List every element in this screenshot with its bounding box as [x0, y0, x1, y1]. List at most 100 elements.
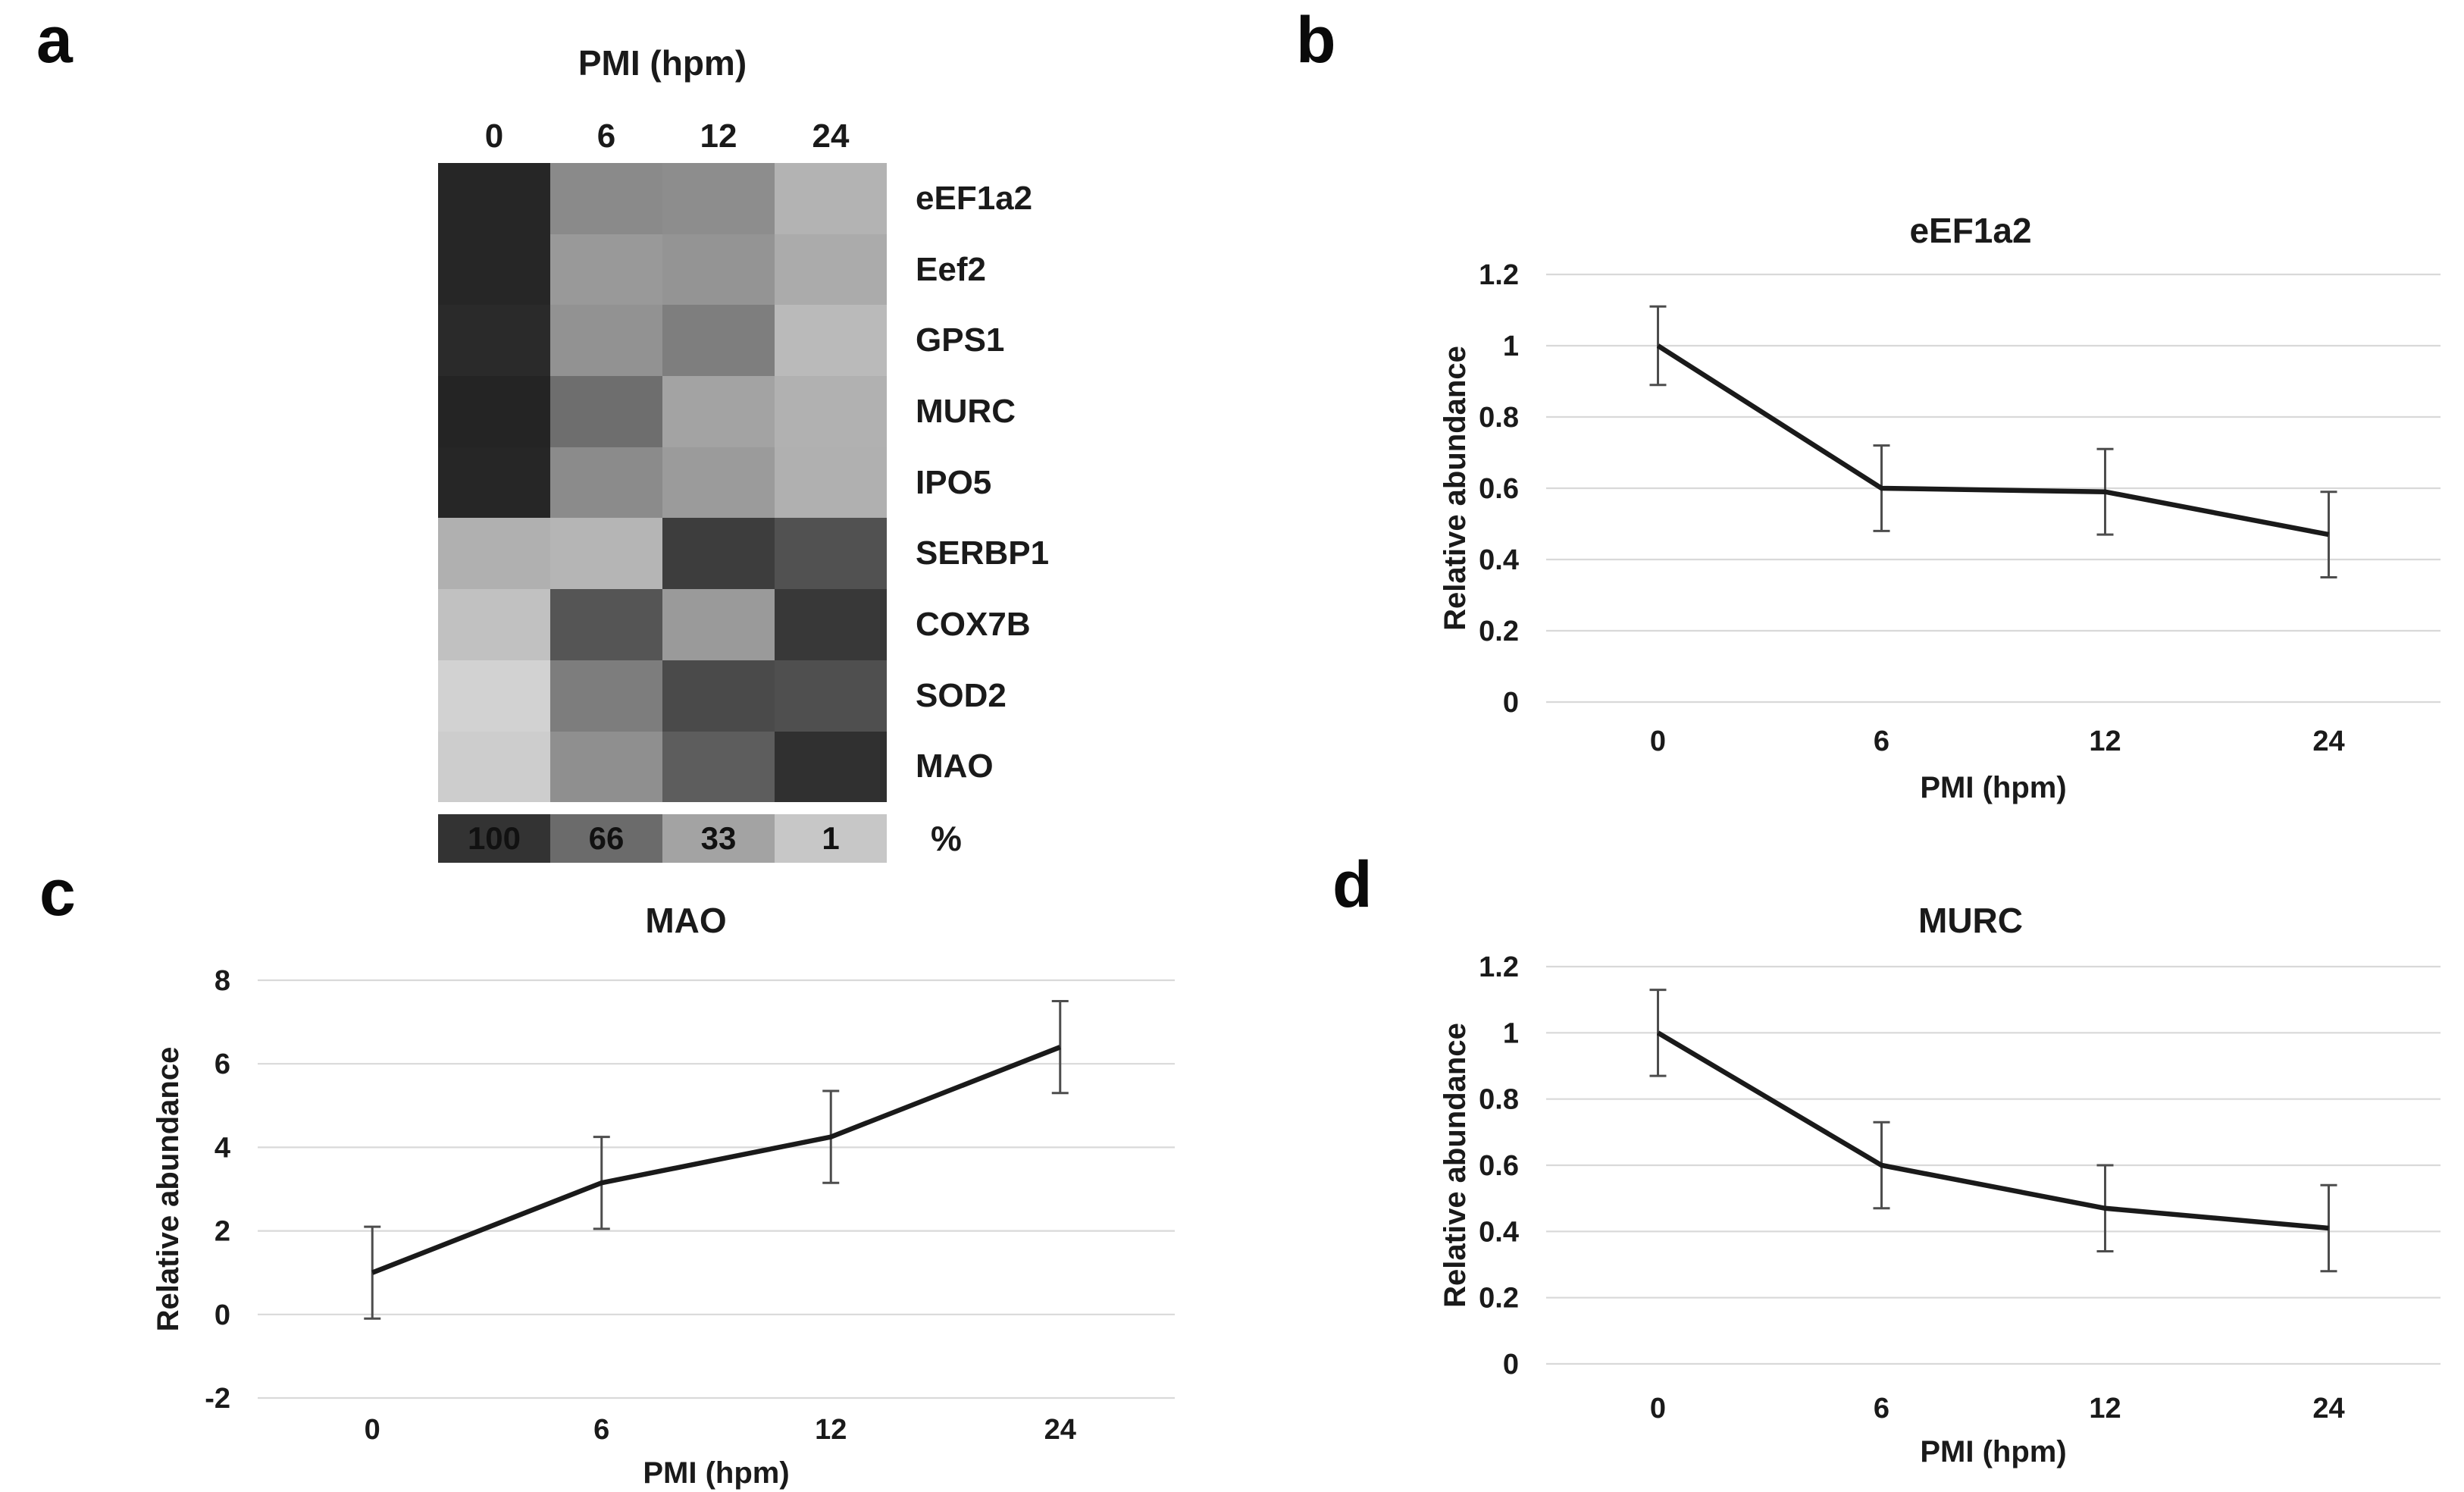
- heatmap-row-label: MAO: [916, 748, 994, 785]
- heatmap-cell: [550, 518, 662, 590]
- heatmap-cell: [550, 660, 662, 732]
- panel-c-label: c: [39, 857, 76, 929]
- y-tick-label: 0: [214, 1299, 230, 1331]
- heatmap-cell: [438, 660, 550, 732]
- heatmap-cell: [438, 163, 550, 234]
- heatmap-scale-cell: 100: [438, 814, 550, 864]
- series-line: [371, 1045, 1061, 1275]
- x-tick-label: 24: [2312, 1393, 2344, 1425]
- heatmap-row: eEF1a2: [438, 163, 1049, 234]
- heatmap-cell: [550, 234, 662, 306]
- chart-title: MURC: [1918, 901, 2023, 940]
- heatmap-row: SERBP1: [438, 518, 1050, 590]
- heatmap-cell: [550, 731, 662, 803]
- heatmap-cell: [438, 234, 550, 306]
- heatmap-cell: [775, 376, 887, 447]
- x-tick-label: 0: [1650, 726, 1666, 757]
- heatmap-cell: [550, 305, 662, 377]
- heatmap-cell: [662, 518, 775, 590]
- heatmap-cell: [438, 731, 550, 803]
- heatmap-column-headers: 0 6 12 24: [438, 84, 887, 163]
- x-tick-label: 12: [2089, 1393, 2121, 1425]
- heatmap-row-label: SERBP1: [916, 534, 1050, 572]
- y-tick-label: 0: [1503, 1349, 1519, 1381]
- y-tick-label: 0.6: [1479, 1150, 1519, 1182]
- panel-b: b 0 0.2 0.4 0.6 0.8 1 1.2 Relative abundance 0 6 1…: [1288, 0, 2464, 819]
- chart-title: eEF1a2: [1909, 211, 2031, 250]
- murc-line-chart: 0 0.2 0.4 0.6 0.8 1 1.2 Relative abundance 0 6 12 2…: [1439, 901, 2441, 1468]
- y-tick-label: 4: [214, 1132, 230, 1164]
- x-axis-label: PMI (hpm): [1920, 1435, 2066, 1468]
- heatmap-cell: [438, 447, 550, 519]
- panel-a-label: a: [36, 4, 73, 77]
- heatmap-cell: [438, 589, 550, 660]
- x-tick-label: 6: [1874, 1393, 1889, 1425]
- y-axis-label: Relative abundance: [1439, 346, 1472, 631]
- heatmap-scale-bar: 100 66 33 1%: [438, 814, 1049, 864]
- y-tick-label: 1: [1503, 331, 1519, 362]
- heatmap-cell: [662, 305, 775, 377]
- y-axis-label: Relative abundance: [152, 1047, 185, 1332]
- y-tick-label: -2: [205, 1383, 230, 1415]
- y-tick-label: 0.4: [1479, 1216, 1519, 1248]
- y-tick-label: 0.2: [1479, 1283, 1519, 1315]
- heatmap-row-label: SOD2: [916, 676, 1007, 714]
- x-tick-label: 6: [1874, 726, 1889, 757]
- panel-a: a PMI (hpm) 0 6 12 24 eEF1a2 Eef2 GPS1 MURC IPO…: [0, 0, 1288, 868]
- x-tick-label: 0: [365, 1414, 380, 1446]
- x-axis-label: PMI (hpm): [1920, 771, 2066, 804]
- heatmap-cell: [550, 589, 662, 660]
- heatmap-row-label: GPS1: [916, 321, 1005, 359]
- heatmap-title: PMI (hpm): [578, 43, 747, 83]
- pmi-heatmap: PMI (hpm) 0 6 12 24 eEF1a2 Eef2 GPS1 MURC IPO5 S…: [438, 42, 1050, 864]
- x-tick-label: 0: [1650, 1393, 1666, 1425]
- heatmap-cell: [662, 163, 775, 234]
- heatmap-cell: [775, 731, 887, 803]
- heatmap-cell: [550, 163, 662, 234]
- x-tick-label: 24: [1044, 1414, 1076, 1446]
- y-tick-label: 0.8: [1479, 402, 1519, 434]
- heatmap-cell: [550, 376, 662, 447]
- y-tick-label: 6: [214, 1048, 230, 1080]
- series-line: [1656, 343, 2330, 538]
- panel-d-label: d: [1332, 848, 1373, 921]
- panel-d: d 0 0.2 0.4 0.6 0.8 1 1.2 Relative abundance 0 6 1…: [1288, 819, 2464, 1492]
- x-tick-label: 12: [2089, 726, 2121, 757]
- y-tick-label: 0.2: [1479, 616, 1519, 647]
- panel-c: c -2 0 2 4 6 8 Relative abundance 0 6 12 24 PMI (hp…: [0, 819, 1228, 1492]
- heatmap-cell: [550, 447, 662, 519]
- heatmap-cell: [662, 447, 775, 519]
- heatmap-cell: [775, 589, 887, 660]
- heatmap-cell: [438, 376, 550, 447]
- heatmap-column-header: 12: [700, 118, 737, 155]
- eef1a2-line-chart: 0 0.2 0.4 0.6 0.8 1 1.2 Relative abundance 0 6 12 2…: [1439, 211, 2441, 804]
- heatmap-body: eEF1a2 Eef2 GPS1 MURC IPO5 SERBP1 COX7B SOD2 MAO: [438, 163, 1050, 803]
- y-tick-label: 0.4: [1479, 544, 1519, 576]
- y-axis-label: Relative abundance: [1439, 1023, 1472, 1308]
- heatmap-column-header: 24: [812, 118, 850, 155]
- heatmap-cell: [662, 376, 775, 447]
- heatmap-cell: [438, 305, 550, 377]
- heatmap-row-label: eEF1a2: [916, 179, 1033, 217]
- heatmap-row: MURC: [438, 376, 1049, 447]
- heatmap-scale-cell: 33: [662, 814, 775, 864]
- heatmap-row: GPS1: [438, 305, 1049, 377]
- x-tick-label: 6: [593, 1414, 609, 1446]
- heatmap-cell: [662, 589, 775, 660]
- heatmap-cell: [662, 660, 775, 732]
- heatmap-cell: [775, 163, 887, 234]
- x-tick-label: 24: [2312, 726, 2344, 757]
- heatmap-scale-cell: 66: [550, 814, 662, 864]
- x-tick-label: 12: [815, 1414, 847, 1446]
- heatmap-row-label: IPO5: [916, 463, 992, 501]
- heatmap-cell: [438, 518, 550, 590]
- heatmap-cell: [775, 234, 887, 306]
- heatmap-row: Eef2: [438, 234, 1049, 306]
- y-tick-label: 1: [1503, 1017, 1519, 1049]
- heatmap-cell: [775, 518, 887, 590]
- heatmap-row-label: Eef2: [916, 250, 986, 288]
- y-tick-label: 2: [214, 1216, 230, 1248]
- chart-title: MAO: [645, 901, 726, 940]
- heatmap-row-label: MURC: [916, 392, 1016, 430]
